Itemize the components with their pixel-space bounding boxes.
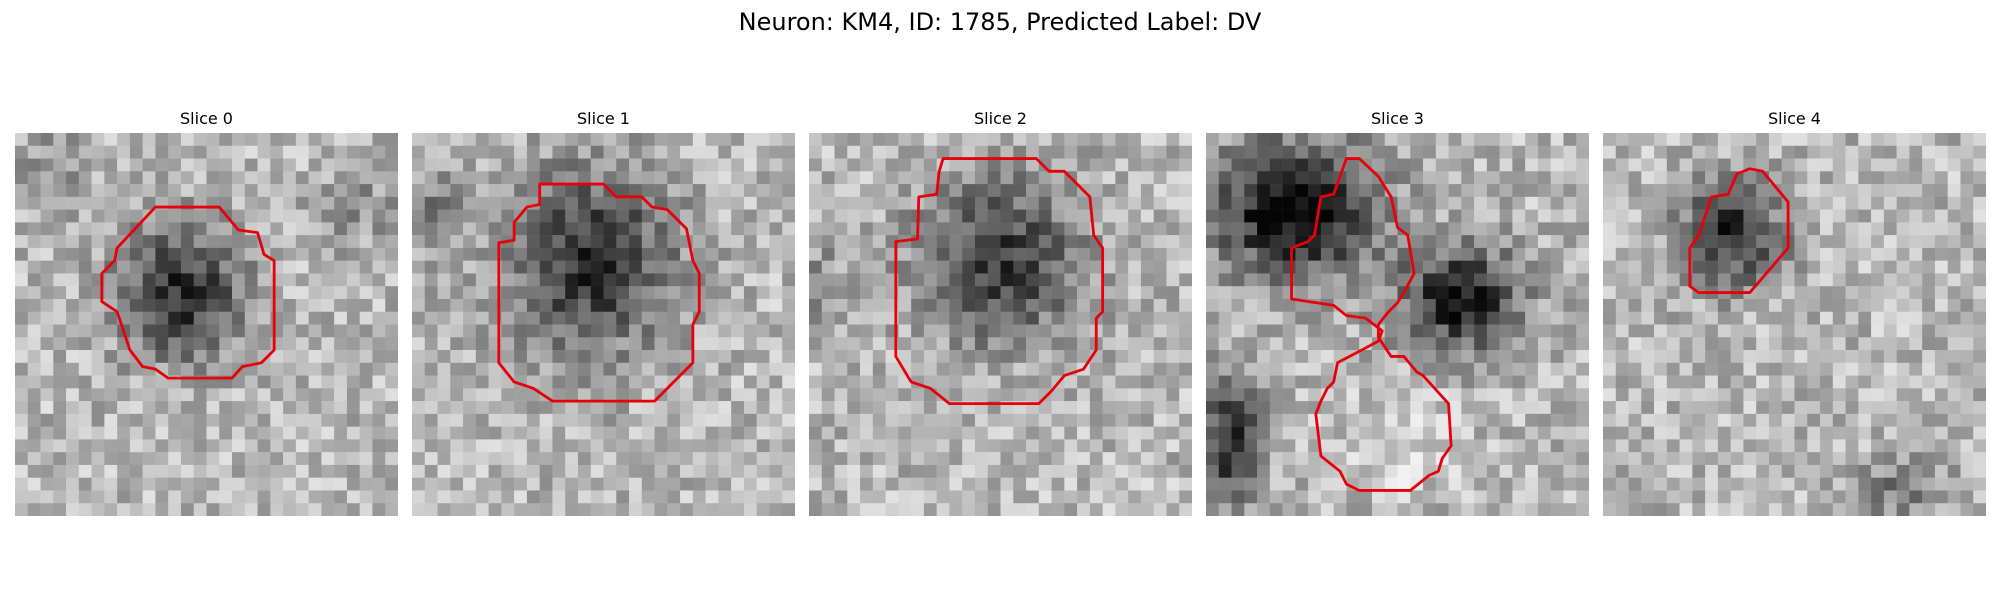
slice-panel-4: Slice 4 [1603, 108, 1986, 516]
slice-title: Slice 3 [1371, 109, 1424, 128]
slice-panel-3: Slice 3 [1206, 108, 1589, 516]
slice-title: Slice 1 [577, 109, 630, 128]
pixel-grid [412, 133, 795, 516]
pixel-grid [1603, 133, 1986, 516]
segmentation-contour [100, 205, 276, 380]
pixel-grid [1206, 133, 1589, 516]
slice-image [809, 133, 1192, 516]
segmentation-contour [1290, 157, 1453, 492]
slice-image [1603, 133, 1986, 516]
slice-image [15, 133, 398, 516]
slice-title: Slice 4 [1768, 109, 1821, 128]
pixel-grid [15, 133, 398, 516]
slice-title: Slice 0 [180, 109, 233, 128]
segmentation-contour [894, 157, 1105, 406]
slice-title: Slice 2 [974, 109, 1027, 128]
figure-title: Neuron: KM4, ID: 1785, Predicted Label: … [738, 8, 1262, 36]
pixel-grid [809, 133, 1192, 516]
slice-panel-2: Slice 2 [809, 108, 1192, 516]
slice-image [1206, 133, 1589, 516]
slice-panel-1: Slice 1 [412, 108, 795, 516]
slice-image [412, 133, 795, 516]
slice-panel-0: Slice 0 [15, 108, 398, 516]
segmentation-contour [497, 182, 701, 403]
segmentation-contour [1688, 167, 1790, 294]
